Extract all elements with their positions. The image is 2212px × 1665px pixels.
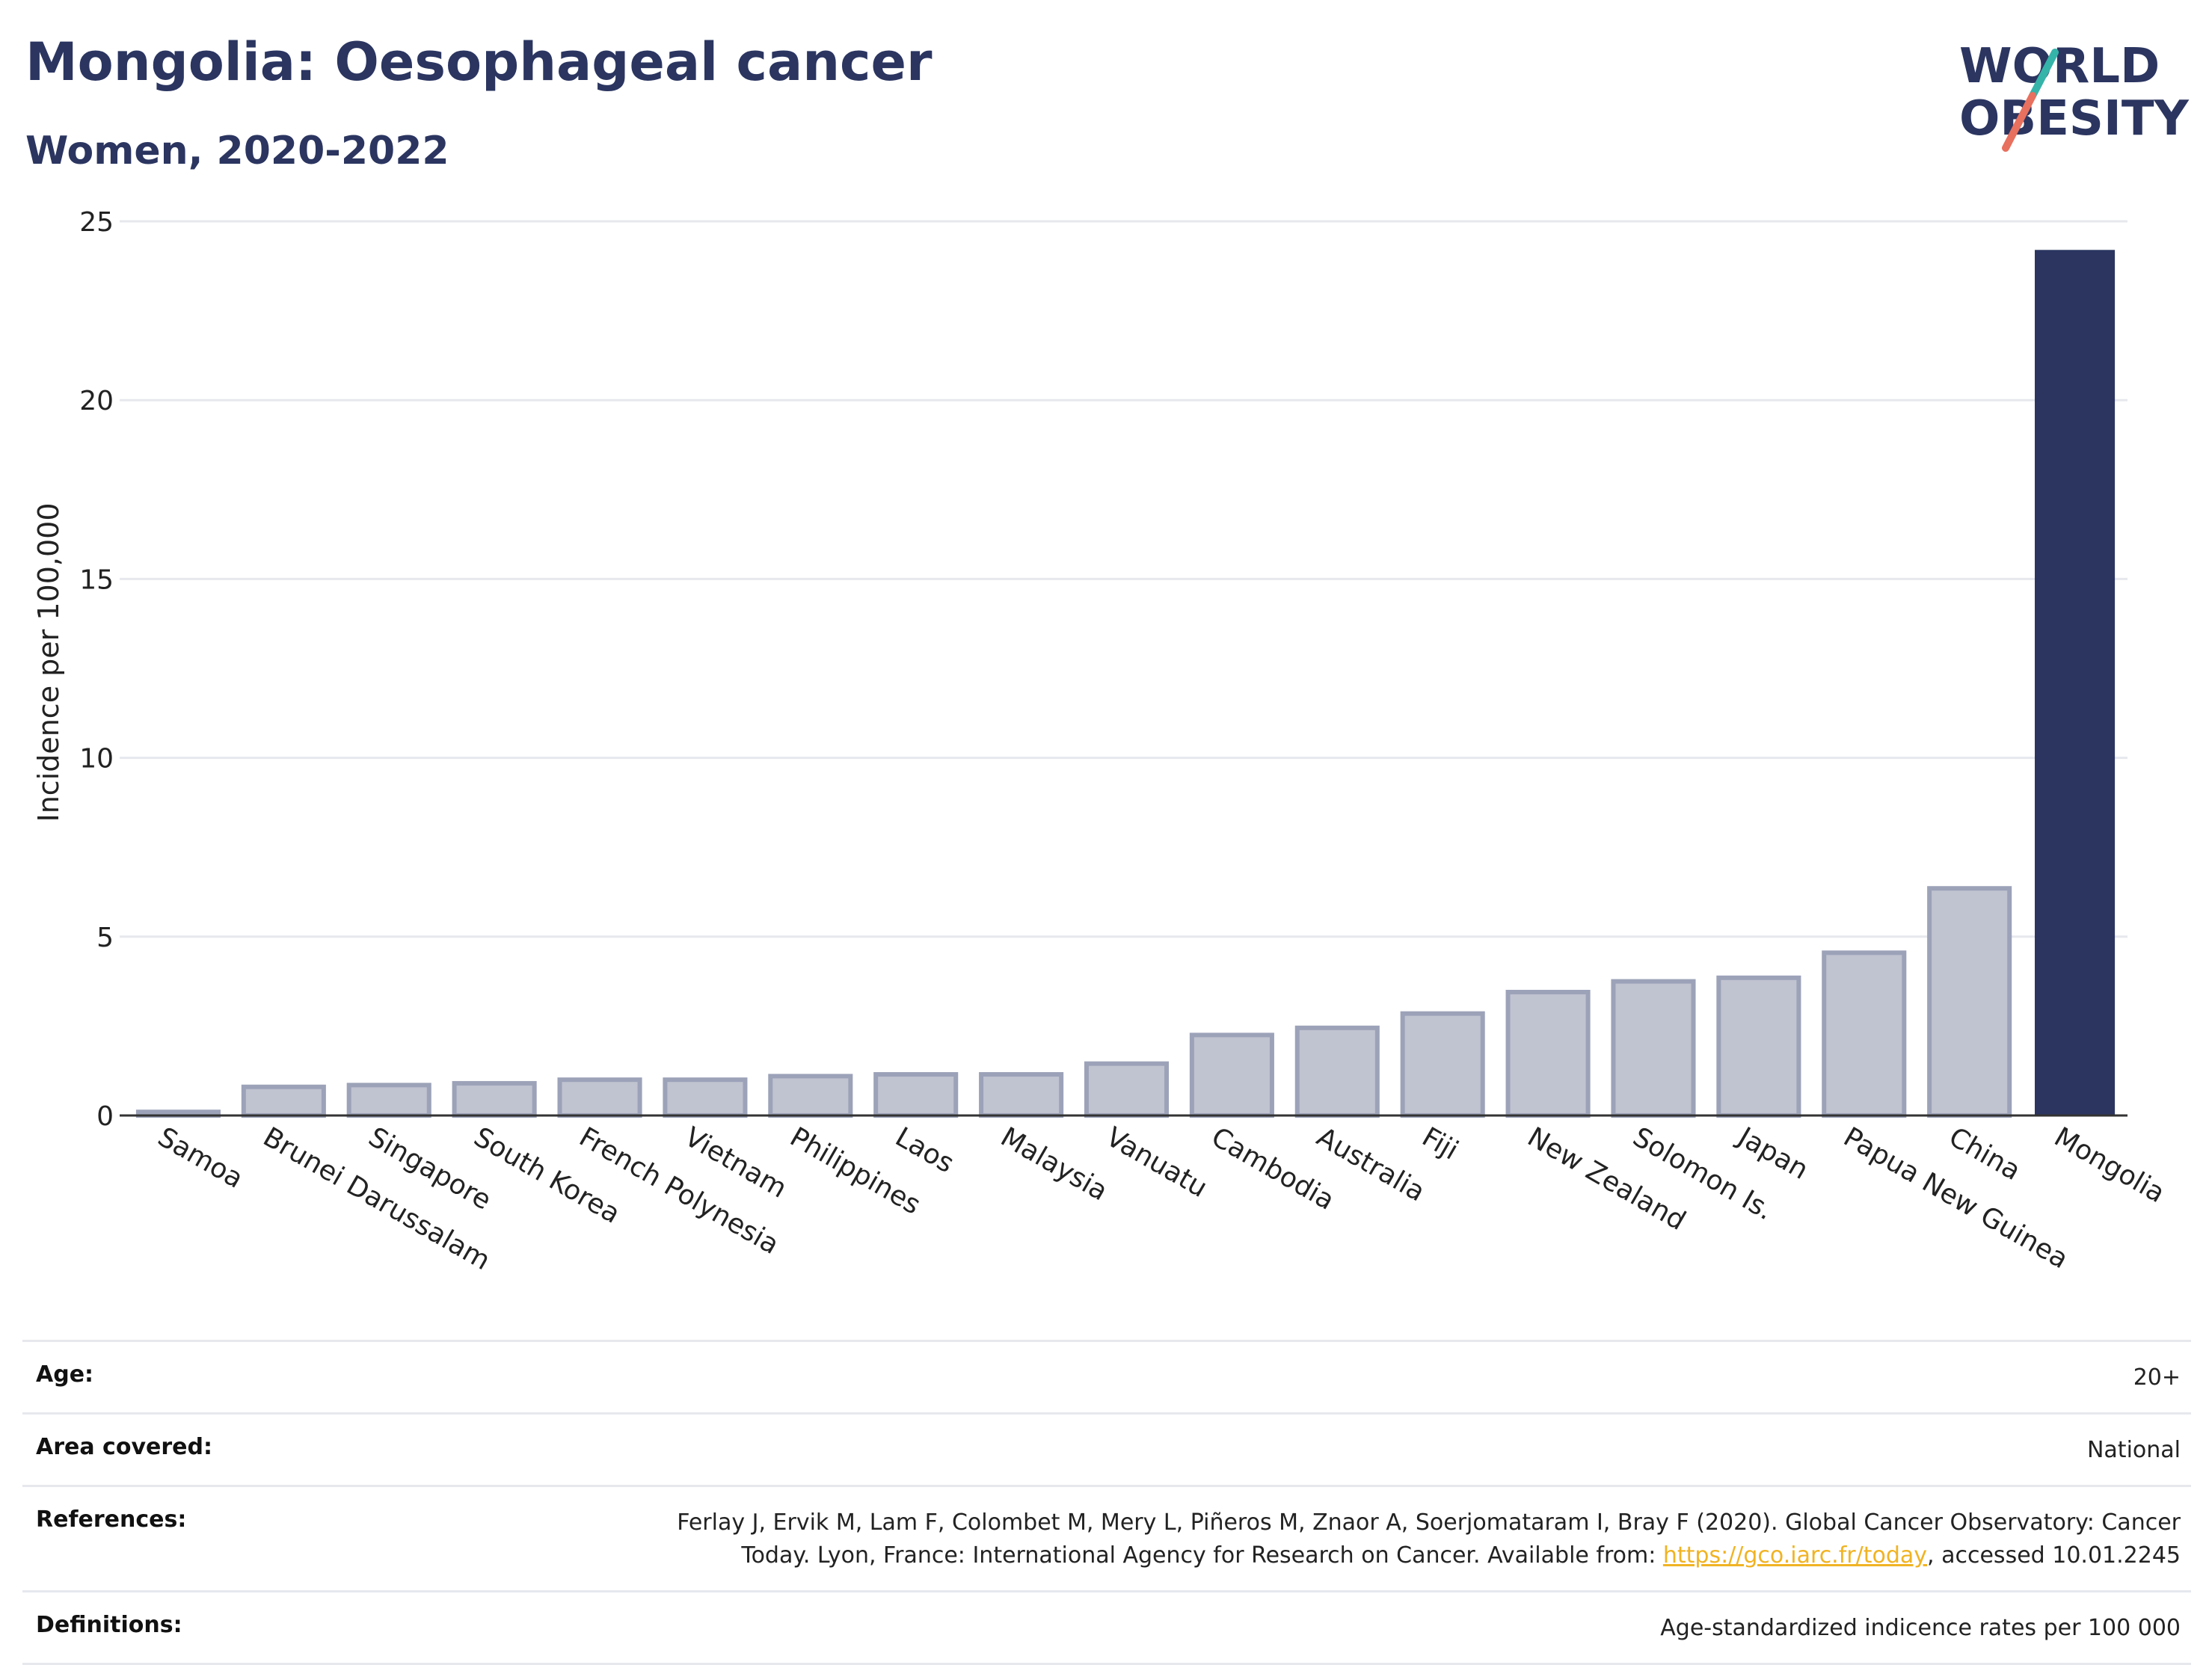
meta-value-area: National [2086, 1437, 2181, 1463]
bar-fiji [1400, 1011, 1485, 1118]
x-tick-label: Malaysia [995, 1121, 1113, 1207]
meta-row-age: Age: 20+ [22, 1340, 2191, 1412]
y-axis-ticks: 0 5 10 15 20 25 [79, 207, 114, 1132]
y-axis-label: Incidence per 100,000 [32, 502, 65, 822]
meta-label-age: Age: [36, 1361, 94, 1388]
references-link[interactable]: https://gco.iarc.fr/today [1662, 1542, 1928, 1569]
bar-south-korea [452, 1080, 537, 1118]
bar-vietnam [663, 1077, 748, 1118]
meta-value-age: 20+ [2133, 1364, 2181, 1391]
meta-value-references: Ferlay J, Ervik M, Lam F, Colombet M, Me… [677, 1506, 2181, 1572]
bar-french-polynesia [557, 1077, 642, 1118]
bar-vanuatu [1084, 1061, 1170, 1118]
y-tick-label: 25 [79, 207, 114, 238]
meta-row-references: References: Ferlay J, Ervik M, Lam F, Co… [22, 1485, 2191, 1590]
bar-brunei-darussalam [241, 1084, 326, 1118]
chart-subtitle: Women, 2020-2022 [25, 129, 449, 173]
bar-japan [1716, 975, 1801, 1118]
bars [135, 250, 2116, 1118]
x-tick-label: Fiji [1417, 1121, 1463, 1166]
bar-chart: 0 5 10 15 20 25 Incidence per 100,000 Samoa Br… [32, 207, 2170, 1276]
bar-malaysia [979, 1071, 1064, 1118]
bar-new-zealand [1505, 989, 1591, 1118]
world-obesity-logo: WORLD OBESITY [1959, 39, 2189, 152]
meta-label-references: References: [36, 1506, 187, 1533]
x-tick-label: Vanuatu [1101, 1121, 1212, 1204]
chart-title: Mongolia: Oesophageal cancer [25, 31, 933, 93]
bar-australia [1294, 1025, 1380, 1118]
logo-text-world: WORLD [1959, 39, 2160, 94]
references-line1: Ferlay J, Ervik M, Lam F, Colombet M, Me… [677, 1509, 2181, 1536]
bar-papua-new-guinea [1822, 950, 1907, 1118]
x-tick-label: China [1944, 1121, 2026, 1187]
bar-singapore [346, 1083, 431, 1118]
references-line2-pre: Today. Lyon, France: International Agenc… [741, 1542, 1663, 1569]
x-tick-label: Japan [1732, 1121, 1813, 1186]
y-tick-label: 20 [79, 386, 114, 416]
y-tick-label: 15 [79, 564, 114, 595]
bar-mongolia [2035, 250, 2116, 1116]
references-line2-post: , accessed 10.01.2245 [1927, 1542, 2181, 1569]
y-tick-label: 0 [96, 1101, 114, 1132]
logo-text-obesity: OBESITY [1959, 91, 2189, 147]
logo-slash-coral-icon [2002, 92, 2036, 152]
bar-china [1927, 886, 2012, 1118]
logo-slash-teal-icon [2029, 49, 2059, 99]
bar-solomon-is [1611, 979, 1696, 1118]
meta-row-definitions: Definitions: Age-standardized indicence … [22, 1590, 2191, 1665]
meta-label-definitions: Definitions: [36, 1612, 182, 1638]
metadata-table: Age: 20+ Area covered: National Referenc… [22, 1340, 2191, 1665]
meta-value-definitions: Age-standardized indicence rates per 100… [1660, 1615, 2181, 1641]
y-tick-label: 10 [79, 744, 114, 775]
x-tick-label: Laos [890, 1121, 959, 1179]
bar-laos [873, 1071, 959, 1118]
bar-philippines [768, 1074, 853, 1118]
y-tick-label: 5 [96, 923, 114, 953]
meta-label-area: Area covered: [36, 1434, 212, 1460]
bar-cambodia [1189, 1032, 1274, 1118]
x-tick-label: Samoa [153, 1121, 248, 1195]
x-tick-label: Mongolia [2049, 1121, 2170, 1209]
meta-row-area: Area covered: National [22, 1412, 2191, 1485]
